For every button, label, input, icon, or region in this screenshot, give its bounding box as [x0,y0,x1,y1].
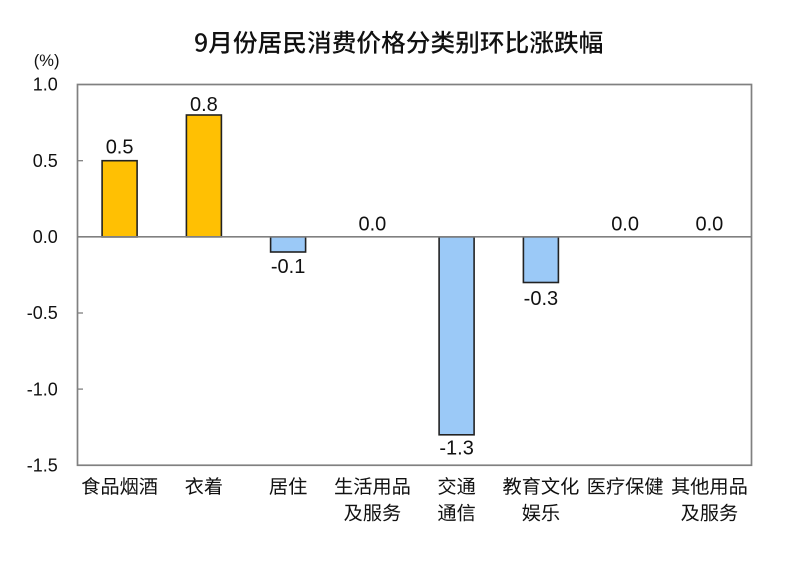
svg-text:-0.3: -0.3 [524,288,558,310]
svg-text:-0.5: -0.5 [27,303,58,323]
svg-text:0.5: 0.5 [33,151,58,171]
svg-text:0.5: 0.5 [106,137,134,159]
svg-text:-1.5: -1.5 [27,455,58,475]
svg-text:0.8: 0.8 [190,94,218,116]
svg-text:0.0: 0.0 [611,213,639,235]
svg-text:-1.3: -1.3 [439,438,473,460]
svg-text:(%): (%) [34,52,60,70]
svg-text:0.0: 0.0 [358,213,386,235]
svg-text:1.0: 1.0 [33,75,58,95]
svg-text:-1.0: -1.0 [27,379,58,399]
svg-text:-0.1: -0.1 [271,256,305,278]
svg-text:0.0: 0.0 [695,213,723,235]
svg-text:0.0: 0.0 [33,227,58,247]
